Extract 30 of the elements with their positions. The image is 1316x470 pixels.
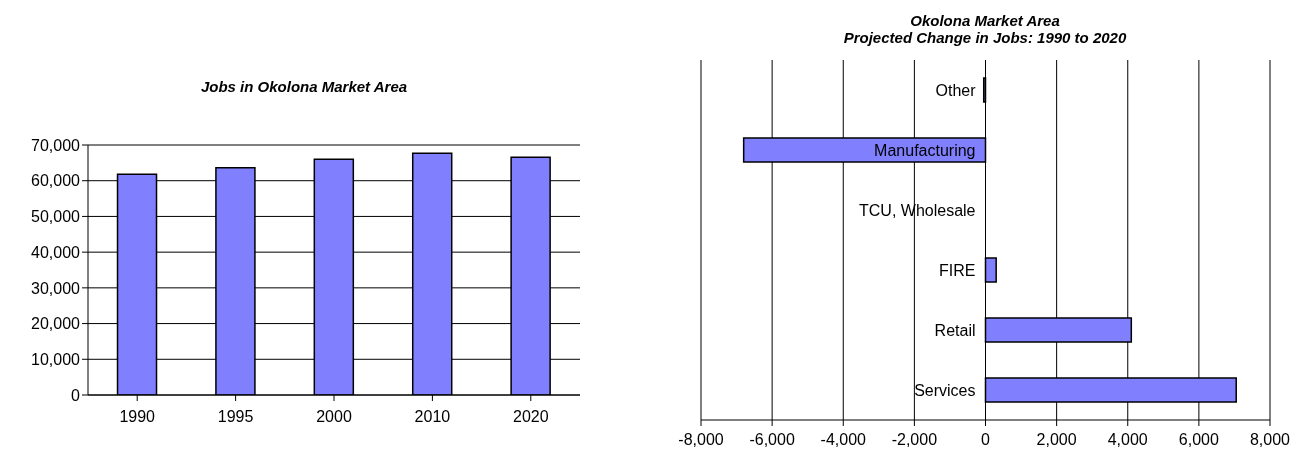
x-tick-label: 8,000 — [1249, 431, 1291, 449]
x-tick-label: 2020 — [513, 408, 549, 426]
y-tick-label: Services — [914, 382, 976, 399]
x-tick-label: 6,000 — [1178, 431, 1219, 449]
y-tick-label: 40,000 — [31, 243, 81, 261]
y-tick-label: 0 — [71, 386, 81, 404]
x-tick-label: 2,000 — [1036, 431, 1077, 449]
y-tick-label: 70,000 — [31, 136, 81, 154]
chart-title: Jobs in Okolona Market Area — [199, 78, 409, 95]
y-tick-label: 20,000 — [31, 315, 81, 333]
y-tick-label: FIRE — [939, 262, 976, 279]
x-tick-label: 0 — [981, 431, 991, 449]
y-tick-label: 50,000 — [31, 208, 81, 226]
chart-subtitle: Projected Change in Jobs: 1990 to 2020 — [842, 29, 1128, 46]
x-tick-label: 1990 — [119, 408, 156, 426]
x-tick-label: 2000 — [316, 408, 352, 426]
x-tick-label: 1995 — [217, 408, 254, 426]
y-tick-label: Other — [935, 82, 977, 99]
y-tick-label: Manufacturing — [874, 142, 976, 159]
y-tick-label: 60,000 — [31, 172, 81, 190]
y-tick-label: Retail — [934, 322, 976, 339]
x-tick-label: -2,000 — [891, 431, 938, 449]
x-tick-label: 2010 — [414, 408, 451, 426]
x-tick-label: 4,000 — [1107, 431, 1148, 449]
y-tick-label: 30,000 — [31, 279, 81, 297]
chart-title: Okolona Market Area — [909, 12, 1061, 29]
x-tick-label: -4,000 — [820, 431, 867, 449]
x-tick-label: -8,000 — [678, 431, 724, 449]
x-tick-label: -6,000 — [749, 431, 795, 449]
y-tick-label: 10,000 — [31, 350, 81, 368]
